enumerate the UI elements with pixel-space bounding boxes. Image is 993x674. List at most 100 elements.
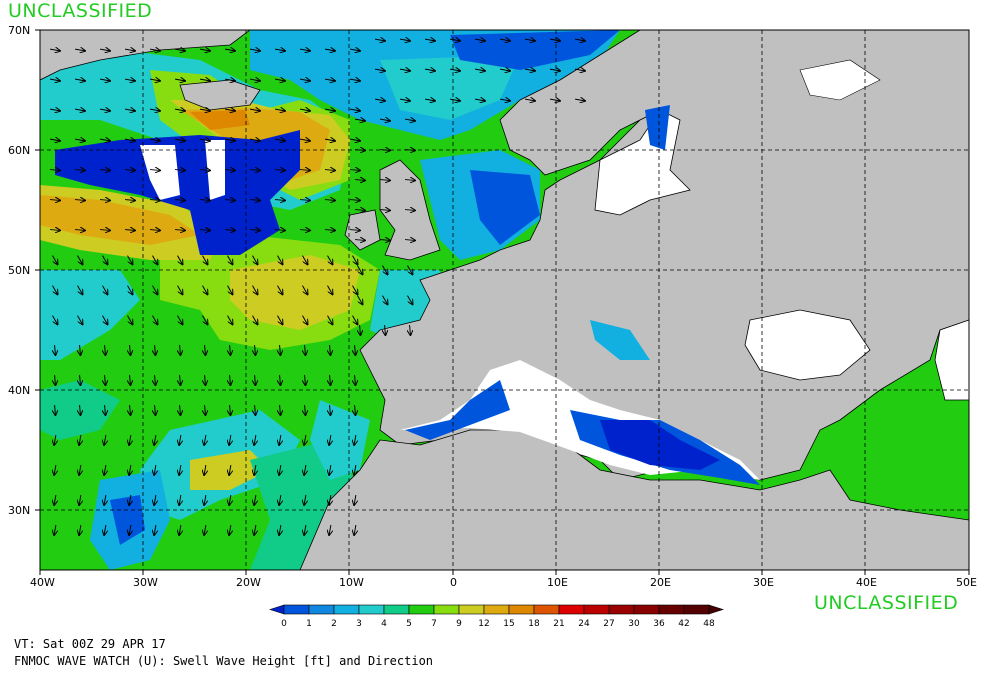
legend-swatch xyxy=(608,604,635,615)
swell-arrow xyxy=(74,109,85,111)
swell-arrow xyxy=(74,230,85,231)
legend-level-label: 4 xyxy=(381,619,387,629)
swell-arrow xyxy=(124,79,135,81)
swell-arrow xyxy=(399,39,410,41)
swell-arrow xyxy=(177,255,183,265)
swell-arrow xyxy=(174,230,185,231)
swell-arrow xyxy=(254,494,256,505)
swell-arrow xyxy=(152,315,158,325)
swell-arrow xyxy=(180,404,181,415)
map-frame xyxy=(39,29,970,571)
swell-arrow xyxy=(177,285,183,295)
swell-arrow xyxy=(127,315,133,325)
swell-arrow xyxy=(74,49,85,51)
swell-arrow xyxy=(549,69,560,71)
swell-arrow xyxy=(174,49,185,51)
black-sea xyxy=(744,309,871,381)
swell-arrow xyxy=(524,69,535,71)
swell-arrow xyxy=(155,344,156,355)
swell-arrow xyxy=(249,49,260,51)
swell-arrow xyxy=(149,49,160,51)
swell-arrow xyxy=(279,464,281,475)
lon-tick-label: 20E xyxy=(650,576,671,589)
swell-arrow xyxy=(74,170,85,171)
legend-swatch xyxy=(658,604,685,615)
swell-arrow xyxy=(154,464,156,475)
legend-arrow-left xyxy=(269,604,285,615)
swell-arrow xyxy=(424,69,435,71)
swell-arrow xyxy=(174,109,185,111)
legend-swatch xyxy=(483,604,510,615)
swell-arrow xyxy=(352,285,358,295)
swell-arrow xyxy=(279,524,281,535)
swell-arrow xyxy=(180,374,181,385)
lon-tick-label: 30W xyxy=(133,576,158,589)
swell-arrow xyxy=(204,524,206,535)
swell-arrow xyxy=(74,200,85,201)
swell-arrow xyxy=(130,344,131,355)
swell-arrow xyxy=(354,240,365,241)
swell-arrow xyxy=(329,494,331,505)
swell-arrow xyxy=(280,344,281,355)
swell-arrow xyxy=(124,200,135,201)
swell-arrow xyxy=(49,200,60,201)
legend-swatch xyxy=(683,604,710,615)
wave-region-ionian xyxy=(600,420,720,470)
swell-arrow xyxy=(305,374,306,385)
swell-arrow xyxy=(104,464,106,475)
swell-arrow xyxy=(179,434,181,445)
map-content xyxy=(40,30,969,570)
legend-level-label: 1 xyxy=(306,619,312,629)
swell-arrow xyxy=(49,139,60,141)
swell-arrow xyxy=(329,434,331,445)
swell-arrow xyxy=(399,69,410,71)
swell-arrow xyxy=(129,524,131,535)
swell-arrow xyxy=(324,200,335,201)
swell-arrow xyxy=(149,79,160,81)
swell-arrow xyxy=(205,404,206,415)
swell-arrow xyxy=(224,79,235,81)
swell-arrow xyxy=(277,315,283,325)
swell-arrow xyxy=(149,170,160,171)
swell-arrow xyxy=(407,265,413,275)
legend-level-label: 18 xyxy=(528,619,540,629)
swell-arrow xyxy=(357,265,363,275)
legend-level-label: 7 xyxy=(431,619,437,629)
swell-arrow xyxy=(280,404,281,415)
swell-arrow xyxy=(49,230,60,231)
swell-arrow xyxy=(179,464,181,475)
swell-arrow xyxy=(149,139,160,141)
swell-arrow xyxy=(154,434,156,445)
swell-arrow xyxy=(324,109,335,111)
swell-arrow xyxy=(274,139,285,141)
swell-arrow xyxy=(54,494,56,505)
swell-arrow xyxy=(299,139,310,141)
legend-level-label: 21 xyxy=(553,619,564,629)
swell-arrow xyxy=(224,109,235,111)
swell-arrow xyxy=(49,109,60,111)
swell-arrow xyxy=(449,69,460,71)
swell-arrow xyxy=(379,210,390,211)
swell-arrow xyxy=(499,99,510,101)
swell-arrow xyxy=(299,79,310,81)
swell-arrow xyxy=(304,434,306,445)
land-ireland xyxy=(344,209,381,251)
swell-arrow xyxy=(329,464,331,475)
swell-arrow xyxy=(179,494,181,505)
wave-region-cyan-west xyxy=(40,270,140,360)
swell-arrow xyxy=(352,255,358,265)
swell-arrow xyxy=(324,79,335,81)
swell-arrow xyxy=(305,344,306,355)
swell-arrow xyxy=(77,285,83,295)
swell-arrow xyxy=(55,374,56,385)
swell-arrow xyxy=(124,170,135,171)
swell-arrow xyxy=(224,230,235,231)
legend-swatch xyxy=(508,604,535,615)
swell-arrow xyxy=(349,139,360,141)
swell-arrow xyxy=(249,139,260,141)
swell-arrow xyxy=(274,79,285,81)
swell-arrow xyxy=(80,404,81,415)
swell-arrow xyxy=(229,464,231,475)
legend-level-label: 30 xyxy=(628,619,640,629)
